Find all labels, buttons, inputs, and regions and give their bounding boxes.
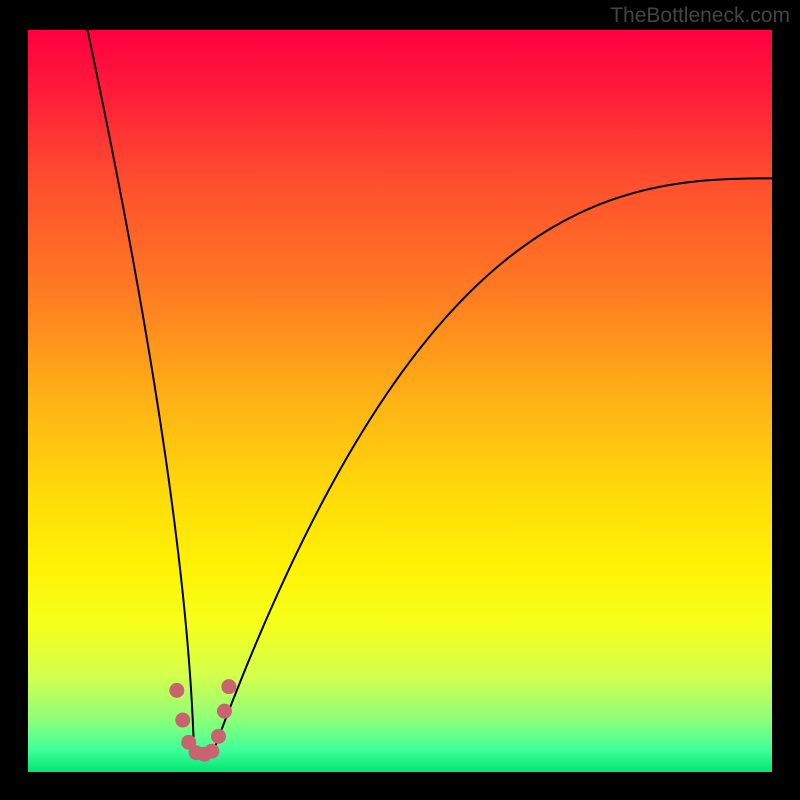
valley-marker bbox=[217, 704, 232, 719]
valley-marker bbox=[221, 679, 236, 694]
watermark-text: TheBottleneck.com bbox=[610, 4, 790, 28]
plot-svg bbox=[28, 30, 772, 772]
valley-marker bbox=[211, 729, 226, 744]
plot-area bbox=[28, 30, 772, 772]
gradient-background bbox=[28, 30, 772, 772]
valley-marker bbox=[204, 744, 219, 759]
valley-marker bbox=[175, 713, 190, 728]
valley-marker bbox=[169, 683, 184, 698]
chart-frame: TheBottleneck.com bbox=[0, 0, 800, 800]
